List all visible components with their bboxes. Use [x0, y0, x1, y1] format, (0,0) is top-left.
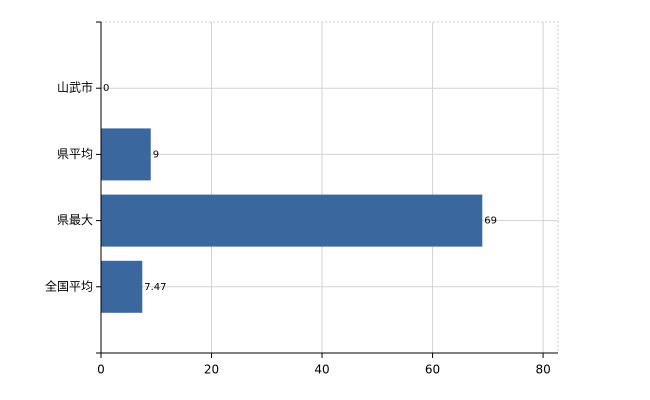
value-label: 7.47 [144, 282, 166, 293]
bar [101, 194, 483, 247]
x-tick-label: 0 [97, 363, 105, 377]
x-tick-label: 20 [204, 363, 219, 377]
y-tick-label: 山武市 [57, 80, 93, 95]
bar [101, 260, 143, 313]
x-tick-label: 80 [535, 363, 550, 377]
y-tick-label: 全国平均 [45, 278, 93, 293]
y-tick-label: 県平均 [57, 147, 93, 161]
value-label: 9 [153, 149, 159, 160]
x-tick-label: 60 [425, 363, 440, 377]
value-label: 0 [103, 83, 109, 94]
y-tick-label: 県最大 [57, 213, 93, 227]
bar [101, 128, 151, 181]
plot-frame [100, 21, 559, 354]
x-tick-label: 40 [314, 363, 329, 377]
value-label: 69 [484, 216, 497, 227]
